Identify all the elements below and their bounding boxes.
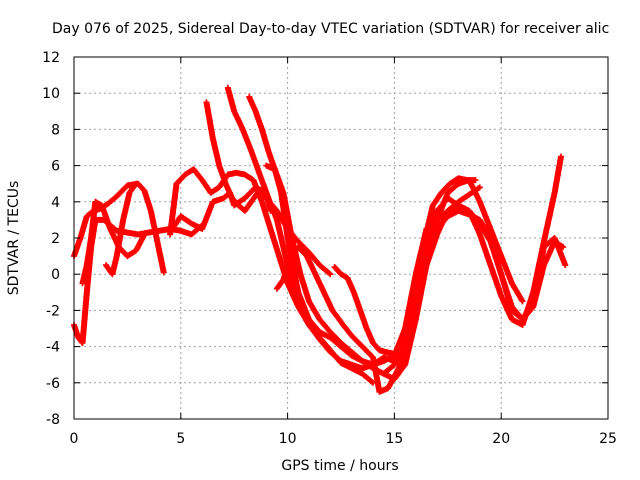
y-tick-label: 8: [51, 122, 60, 138]
y-tick-label: 0: [51, 267, 60, 283]
x-axis-label: GPS time / hours: [281, 458, 398, 474]
y-tick-label: 2: [51, 231, 60, 247]
y-tick-label: -6: [46, 376, 60, 392]
y-tick-label: -2: [46, 303, 60, 319]
y-tick-label: -4: [46, 340, 60, 356]
y-tick-label: 10: [42, 86, 60, 102]
x-tick-label: 20: [492, 431, 510, 447]
data-point-markers: [103, 180, 139, 278]
axis-ticks: 0 5 10 15 20 25 -8 -6 -4 -2 0 2 4 6 8 10 12: [42, 50, 617, 447]
series-track-4: [103, 180, 139, 278]
y-axis-label: SDTVAR / TECUs: [6, 181, 22, 296]
data-point-markers: [203, 99, 334, 278]
series-track-13: [380, 207, 567, 377]
y-tick-label: 6: [51, 159, 60, 175]
x-tick-label: 15: [385, 431, 403, 447]
x-tick-label: 25: [599, 431, 617, 447]
chart-title: Day 076 of 2025, Sidereal Day-to-day VTE…: [52, 21, 609, 37]
x-tick-label: 10: [279, 431, 297, 447]
data-marks: [71, 84, 569, 395]
y-tick-label: 12: [42, 50, 60, 66]
x-tick-label: 0: [70, 431, 79, 447]
y-tick-label: 4: [51, 195, 60, 211]
x-tick-label: 5: [176, 431, 185, 447]
y-tick-label: -8: [46, 412, 60, 428]
series-track-7: [203, 99, 334, 278]
data-point-markers: [380, 207, 567, 377]
